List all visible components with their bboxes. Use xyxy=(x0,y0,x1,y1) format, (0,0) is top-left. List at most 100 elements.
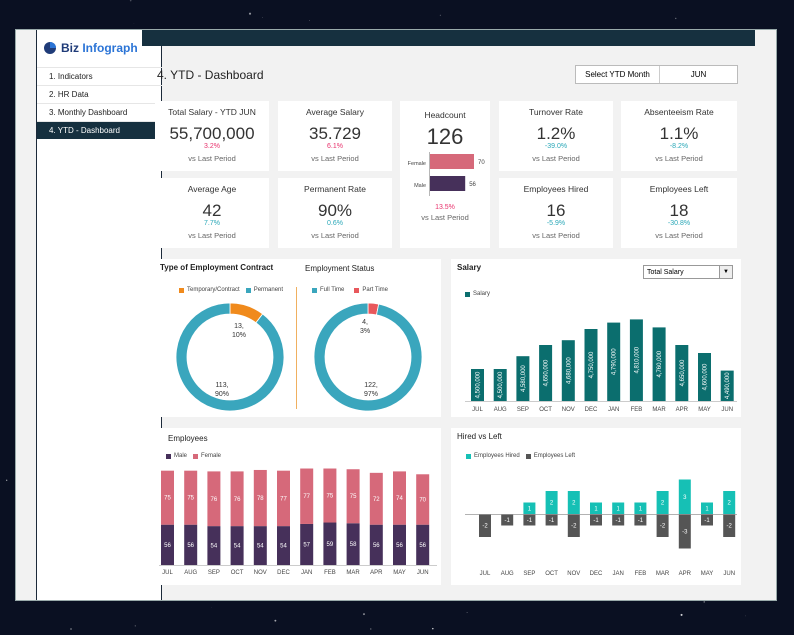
salary-x-tick: SEP xyxy=(517,407,529,413)
female-bar xyxy=(346,469,360,524)
salary-x-tick: OCT xyxy=(539,407,552,413)
kpi-value: 35.729 xyxy=(309,124,361,143)
female-bar xyxy=(393,471,406,525)
kpi-sub: vs Last Period xyxy=(532,231,580,240)
salary-x-tick: AUG xyxy=(494,407,507,413)
salary-bar-label: 4,580,000 xyxy=(521,365,527,392)
kpi-change: 6.1% xyxy=(327,143,343,150)
left-bar xyxy=(479,514,491,537)
left-bar xyxy=(567,514,580,537)
hired-left-x-tick: MAR xyxy=(656,571,670,577)
salary-bar-label: 4,750,000 xyxy=(589,351,595,378)
sidebar-item-3[interactable]: 3. Monthly Dashboard xyxy=(37,103,162,121)
female-bar-label: 76 xyxy=(234,497,241,503)
kpi-permanent-rate: Permanent Rate 90% 0.6% vs Last Period xyxy=(278,178,392,248)
logo: Biz Infograph xyxy=(43,36,138,60)
donut-label: 113, xyxy=(215,382,228,389)
salary-bar-label: 4,760,000 xyxy=(657,350,663,377)
kpi-change: -39.0% xyxy=(544,143,568,150)
sidebar-item-4[interactable]: 4. YTD - Dashboard xyxy=(37,121,162,139)
left-bar xyxy=(701,514,713,526)
status-donut-chart: 4, 3% 122, 97% xyxy=(313,302,423,412)
hired-bar xyxy=(701,502,713,514)
left-bar xyxy=(656,514,669,537)
employees-chart-title: Employees xyxy=(168,434,208,443)
salary-panel: Salary Salary 4,500,000 JUL 4,500,000 AUG 4,… xyxy=(451,259,741,417)
kpi-average-salary: Average Salary 35.729 6.1% vs Last Perio… xyxy=(278,101,392,171)
sidebar: Biz Infograph 1. Indicators 2. HR Data 3. … xyxy=(36,30,162,600)
employees-x-tick: SEP xyxy=(208,570,220,576)
star xyxy=(703,601,705,603)
sidebar-item-2[interactable]: 2. HR Data xyxy=(37,85,162,103)
salary-bar-chart: 4,500,000 JUL 4,500,000 AUG 4,580,000 SEP 4,65… xyxy=(465,319,737,413)
donut-label: 10% xyxy=(232,332,246,339)
hired-left-panel: Hired vs Left Employees Hired Employees … xyxy=(451,428,741,585)
female-bar-label: 70 xyxy=(419,497,426,503)
female-bar-label: 75 xyxy=(327,494,334,500)
female-bar xyxy=(230,471,244,527)
left-bar-label: -2 xyxy=(571,524,577,530)
hired-bar xyxy=(545,491,558,514)
hired-bar-label: 1 xyxy=(617,506,621,512)
legend-label: Part Time xyxy=(362,287,389,293)
salary-bar xyxy=(675,345,689,401)
divider xyxy=(296,287,297,409)
hired-bar xyxy=(612,502,625,514)
salary-x-tick: NOV xyxy=(562,407,575,413)
salary-bar-label: 4,810,000 xyxy=(634,346,640,373)
star xyxy=(362,613,365,616)
left-bar-label: -2 xyxy=(660,524,666,530)
employees-x-tick: MAR xyxy=(346,570,360,576)
star xyxy=(309,19,311,21)
hired-bar-label: 1 xyxy=(594,506,598,512)
hired-left-x-tick: FEB xyxy=(635,571,647,577)
headcount-bar-label: Male xyxy=(414,183,426,189)
left-bar xyxy=(590,514,602,526)
headcount-bar-label: Female xyxy=(408,161,426,167)
employees-x-tick: MAY xyxy=(393,570,406,576)
legend-label: Salary xyxy=(473,291,491,297)
employees-x-tick: APR xyxy=(370,570,383,576)
status-legend: Full Time Part Time xyxy=(312,287,388,293)
kpi-title: Headcount xyxy=(424,110,466,120)
salary-metric-dropdown[interactable]: Total Salary ▼ xyxy=(643,265,733,279)
kpi-title: Total Salary - YTD JUN xyxy=(168,107,256,117)
ytd-month-selector[interactable]: Select YTD Month JUN xyxy=(575,65,738,84)
hired-bar xyxy=(656,491,669,514)
legend-swatch xyxy=(525,453,531,459)
app-window: Biz Infograph 1. Indicators 2. HR Data 3. … xyxy=(15,29,777,601)
page-title: 4. YTD - Dashboard xyxy=(157,68,264,82)
male-bar-label: 59 xyxy=(327,542,334,548)
kpi-change: 0.6% xyxy=(327,220,343,227)
salary-bar xyxy=(652,327,666,401)
chevron-down-icon[interactable]: ▼ xyxy=(719,266,732,278)
headcount-gender-bars: Female 70 Male 56 xyxy=(408,152,485,196)
female-bar xyxy=(277,470,290,527)
female-bar-label: 72 xyxy=(373,497,380,503)
hired-left-x-tick: DEC xyxy=(590,571,603,577)
star xyxy=(133,23,135,25)
star xyxy=(274,619,277,622)
kpi-value: 126 xyxy=(426,124,464,149)
hired-left-x-tick: AUG xyxy=(501,571,514,577)
status-chart-title: Employment Status xyxy=(305,264,375,273)
salary-bar xyxy=(607,322,621,401)
contract-legend: Temporary/Contract Permanent xyxy=(179,287,283,293)
male-bar xyxy=(393,524,406,565)
employees-legend: Male Female xyxy=(166,453,221,459)
sidebar-item-1[interactable]: 1. Indicators xyxy=(37,67,162,85)
employees-x-tick: FEB xyxy=(324,570,336,576)
hired-bar-label: 3 xyxy=(683,495,687,501)
donut-label: 13, xyxy=(234,323,244,330)
ytd-month-value[interactable]: JUN xyxy=(690,70,707,79)
legend-label: Permanent xyxy=(253,287,284,293)
star xyxy=(262,17,263,18)
hired-bar-label: 1 xyxy=(528,506,532,512)
star xyxy=(432,627,434,630)
star xyxy=(70,628,72,630)
hired-left-x-tick: SEP xyxy=(523,571,535,577)
salary-bar-label: 4,650,000 xyxy=(680,359,686,386)
star xyxy=(129,0,132,2)
salary-bar-label: 4,790,000 xyxy=(612,348,618,375)
